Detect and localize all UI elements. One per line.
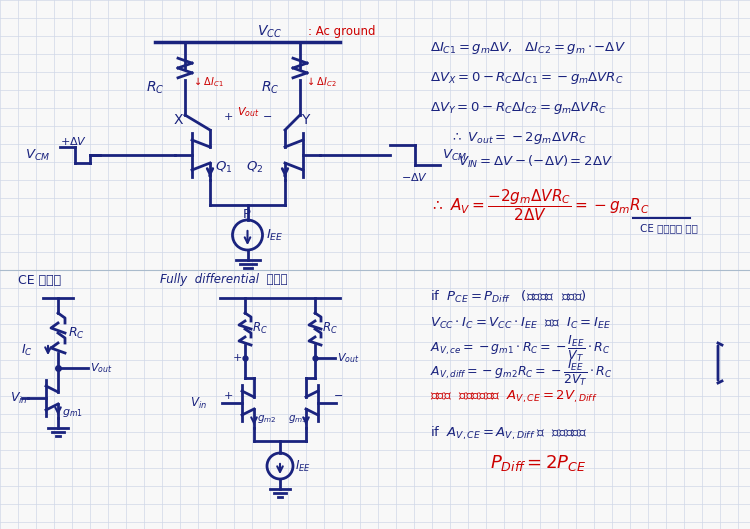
Text: $P_{Diff} = 2P_{CE}$: $P_{Diff} = 2P_{CE}$ <box>490 453 586 473</box>
Text: 동일한  전원소모에서  $A_{V,CE} = 2V_{,Diff}$: 동일한 전원소모에서 $A_{V,CE} = 2V_{,Diff}$ <box>430 389 598 405</box>
Text: if  $P_{CE} = P_{Diff}$   (전력소모  같다면): if $P_{CE} = P_{Diff}$ (전력소모 같다면) <box>430 289 587 305</box>
Text: Y: Y <box>301 113 309 127</box>
Text: $V_{out}$: $V_{out}$ <box>337 351 359 365</box>
Text: $R_C$: $R_C$ <box>252 321 268 335</box>
Text: $V_{in}$: $V_{in}$ <box>10 390 28 406</box>
Text: : Ac ground: : Ac ground <box>308 25 376 39</box>
Text: $V_{out}$: $V_{out}$ <box>237 105 260 119</box>
Text: $\downarrow$$\Delta I_{C1}$: $\downarrow$$\Delta I_{C1}$ <box>192 75 224 89</box>
Text: if  $A_{V,CE} = A_{V,Diff}$ 을  만족하려면: if $A_{V,CE} = A_{V,Diff}$ 을 만족하려면 <box>430 424 587 442</box>
Text: +: + <box>233 353 242 363</box>
Text: $I_{EE}$: $I_{EE}$ <box>295 459 310 473</box>
Text: −: − <box>263 112 273 122</box>
Text: $V_{CM}$: $V_{CM}$ <box>25 148 50 162</box>
Text: $A_{V,ce} = -g_{m1} \cdot R_C = -\dfrac{I_{EE}}{V_T} \cdot R_C$: $A_{V,ce} = -g_{m1} \cdot R_C = -\dfrac{… <box>430 334 610 364</box>
Text: $V_{in}$: $V_{in}$ <box>190 396 207 411</box>
Text: $\therefore$ $A_V = \dfrac{-2g_m \Delta V R_C}{2\Delta V} = -g_m R_C$: $\therefore$ $A_V = \dfrac{-2g_m \Delta … <box>430 187 650 223</box>
Text: $g_{m3}$: $g_{m3}$ <box>288 413 308 425</box>
Text: $\therefore$ $V_{out} = -2g_m \Delta V R_C$: $\therefore$ $V_{out} = -2g_m \Delta V R… <box>450 130 587 146</box>
Text: $\Delta V_X = 0 - R_C \Delta I_{C1} = -g_m \Delta V R_C$: $\Delta V_X = 0 - R_C \Delta I_{C1} = -g… <box>430 70 623 86</box>
Text: $+\Delta V$: $+\Delta V$ <box>60 135 87 147</box>
Text: $V_{IN} = \Delta V - (-\Delta V) = 2\Delta V$: $V_{IN} = \Delta V - (-\Delta V) = 2\Del… <box>458 154 613 170</box>
Text: $\Delta I_{C1} = g_m \Delta V$,   $\Delta I_{C2} = g_m \cdot{-}\Delta V$: $\Delta I_{C1} = g_m \Delta V$, $\Delta … <box>430 40 626 56</box>
Text: CE 증폭기: CE 증폭기 <box>18 273 62 287</box>
Text: $I_C$: $I_C$ <box>21 342 33 358</box>
Text: +: + <box>224 391 233 401</box>
Text: $V_{CC} \cdot I_C = V_{CC} \cdot I_{EE}$  에서  $I_C = I_{EE}$: $V_{CC} \cdot I_C = V_{CC} \cdot I_{EE}$… <box>430 315 611 331</box>
Text: $g_{m1}$: $g_{m1}$ <box>62 407 83 419</box>
Text: $Q_1$: $Q_1$ <box>215 159 232 175</box>
Text: $V_{out}$: $V_{out}$ <box>90 361 112 375</box>
Text: $g_{m2}$: $g_{m2}$ <box>257 413 277 425</box>
Text: $A_{V,diff} = -g_{m2} R_C = -\dfrac{I_{EE}}{2V_T} \cdot R_C$: $A_{V,diff} = -g_{m2} R_C = -\dfrac{I_{E… <box>430 358 613 388</box>
Text: $\downarrow$$\Delta I_{C2}$: $\downarrow$$\Delta I_{C2}$ <box>305 75 337 89</box>
Text: +: + <box>224 112 232 122</box>
Text: P: P <box>243 208 251 222</box>
Text: $V_{CC}$: $V_{CC}$ <box>257 24 283 40</box>
Text: X: X <box>173 113 183 127</box>
Text: $\Delta V_Y = 0 - R_C \Delta I_{C2} = g_m \Delta V R_C$: $\Delta V_Y = 0 - R_C \Delta I_{C2} = g_… <box>430 100 607 116</box>
Text: $R_C$: $R_C$ <box>146 80 164 96</box>
Text: $R_C$: $R_C$ <box>68 325 85 341</box>
Text: $V_{CM}$: $V_{CM}$ <box>442 148 467 162</box>
Text: $I_{EE}$: $I_{EE}$ <box>266 227 283 243</box>
Text: Fully  differential  증폭기: Fully differential 증폭기 <box>160 273 287 287</box>
Text: −: − <box>334 391 344 401</box>
Text: CE 증폭기와 동일: CE 증폭기와 동일 <box>640 223 698 233</box>
Text: $R_C$: $R_C$ <box>261 80 279 96</box>
Text: $R_C$: $R_C$ <box>322 321 338 335</box>
Text: $Q_2$: $Q_2$ <box>246 159 263 175</box>
Text: $-\Delta V$: $-\Delta V$ <box>401 171 428 183</box>
